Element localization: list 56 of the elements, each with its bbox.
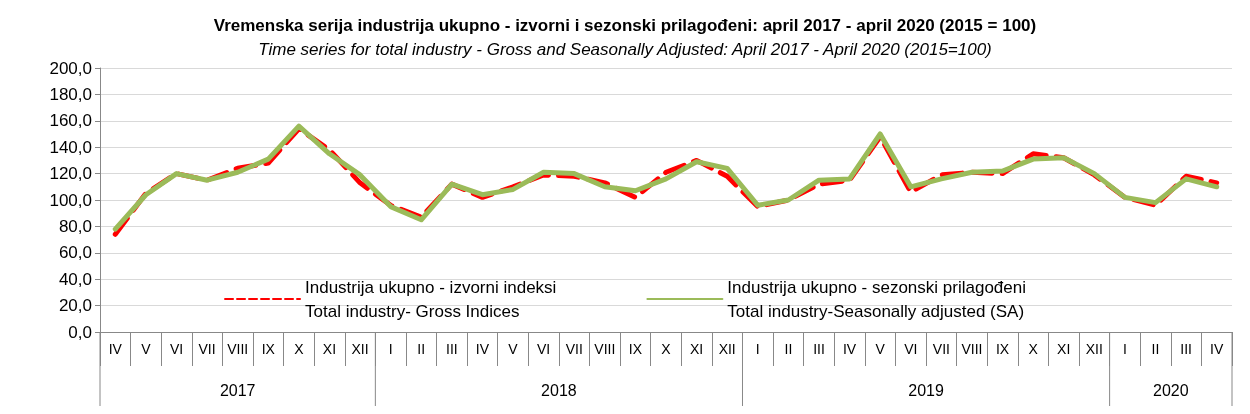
- x-tick-label: IX: [261, 341, 276, 357]
- x-tick-label: XI: [1057, 341, 1071, 357]
- y-tick-label: 0,0: [68, 322, 92, 342]
- text: 2018: [541, 381, 577, 399]
- x-tick-label: IX: [995, 341, 1010, 357]
- x-tick-label: V: [141, 341, 152, 357]
- x-tick-label: III: [813, 341, 825, 357]
- x-tick-label: V: [875, 341, 886, 357]
- y-tick-label: 120,0: [49, 164, 92, 184]
- chart-title: Vremenska serija industrija ukupno - izvorni i sezonski prilagođeni: april 2017 - april 2020 (2015 = 100): [213, 16, 1037, 35]
- x-tick-label: VIII: [227, 341, 249, 357]
- x-tick-label: I: [388, 341, 393, 357]
- x-tick-label: XII: [1085, 341, 1103, 357]
- x-tick-label: VII: [198, 341, 216, 357]
- x-tick-label: II: [417, 341, 426, 357]
- y-tick-label: 40,0: [58, 269, 92, 289]
- x-tick-label: I: [1122, 341, 1127, 357]
- x-tick-label: IV: [108, 341, 123, 357]
- x-tick-label: VII: [932, 341, 950, 357]
- y-tick-label: 100,0: [49, 190, 92, 210]
- x-tick-label: IX: [628, 341, 643, 357]
- x-tick-label: XI: [322, 341, 337, 357]
- y-tick-label: 20,0: [58, 296, 92, 316]
- x-tick-label: IV: [842, 341, 857, 357]
- text: 2019: [908, 381, 944, 399]
- legend-label: Industrija ukupno - izvorni indeksi Total industry- Gross Indices: [305, 277, 557, 321]
- y-tick-label: 140,0: [49, 137, 92, 157]
- x-tick-label: II: [1151, 341, 1160, 357]
- x-tick-label: III: [1180, 341, 1192, 357]
- x-tick-label: XII: [351, 341, 369, 357]
- y-tick-label: 80,0: [58, 216, 92, 236]
- x-tick-label: VIII: [961, 341, 983, 357]
- y-tick-label: 160,0: [49, 111, 92, 131]
- x-tick-label: VI: [537, 341, 551, 357]
- x-tick-label: X: [1028, 341, 1039, 357]
- chart-subtitle: Time series for total industry - Gross and Seasonally Adjusted: April 2017 - April 2020 (2015=100): [258, 40, 992, 59]
- x-tick-label: III: [446, 341, 458, 357]
- x-tick-label: II: [784, 341, 793, 357]
- x-tick-label: X: [661, 341, 672, 357]
- legend-label: Industrija ukupno - sezonski prilagođeni Total industry-Seasonally adjusted (SA): [727, 277, 1026, 321]
- y-tick-label: 60,0: [58, 243, 92, 263]
- text: 2017: [219, 381, 256, 399]
- x-tick-label: X: [294, 341, 305, 357]
- x-tick-label: XI: [689, 341, 704, 357]
- y-tick-label: 200,0: [49, 58, 92, 78]
- x-tick-label: VI: [904, 341, 918, 357]
- x-tick-label: V: [508, 341, 519, 357]
- x-tick-label: I: [755, 341, 760, 357]
- x-tick-label: IV: [475, 341, 490, 357]
- x-tick-label: VII: [565, 341, 583, 357]
- x-tick-label: VIII: [594, 341, 616, 357]
- x-tick-label: IV: [1210, 341, 1224, 357]
- x-tick-label: VI: [169, 341, 184, 357]
- y-tick-label: 180,0: [49, 84, 92, 104]
- x-tick-label: XII: [718, 341, 736, 357]
- text: 2020: [1153, 381, 1189, 399]
